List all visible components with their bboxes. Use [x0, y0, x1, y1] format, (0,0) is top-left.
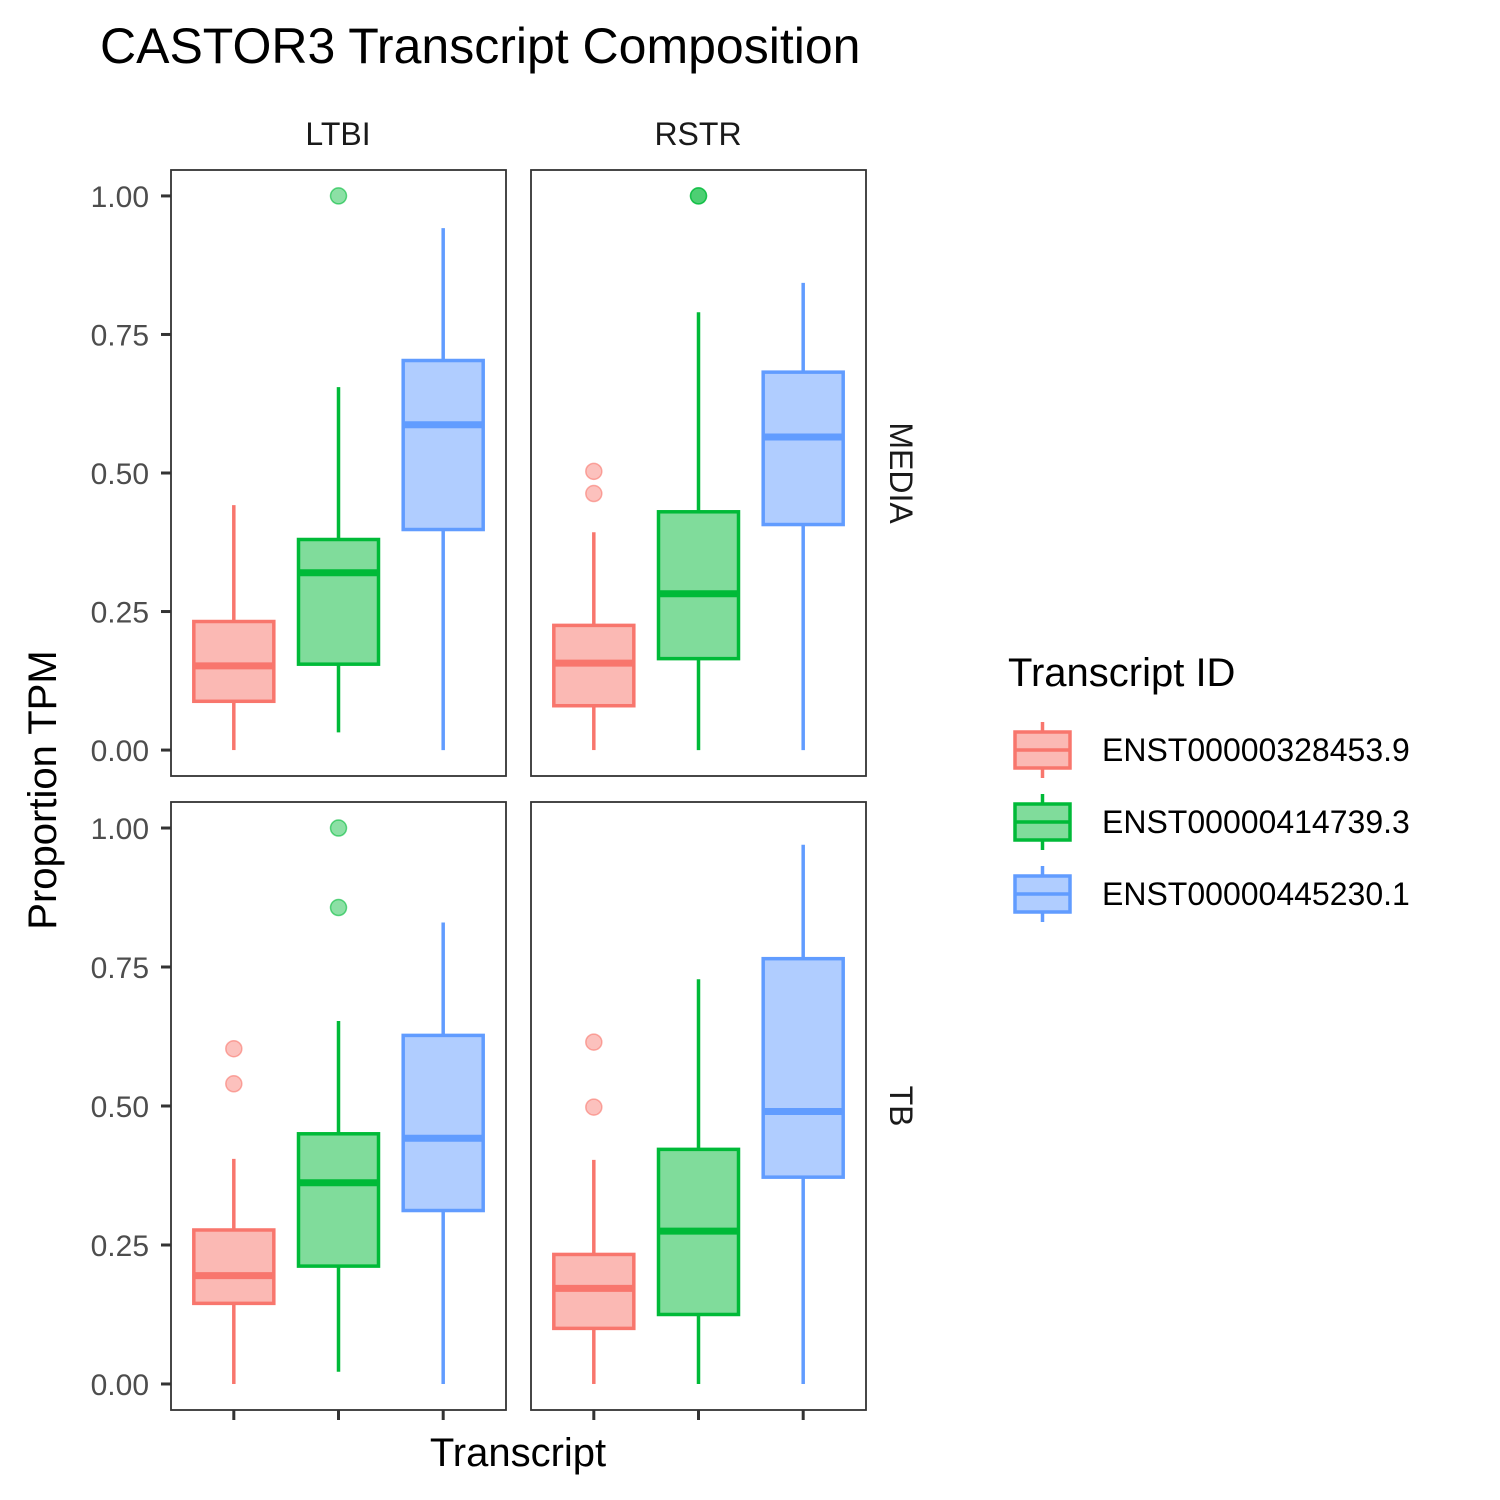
panel-ltbi-media-box-2 — [296, 187, 381, 733]
legend-label-1: ENST00000328453.9 — [1102, 732, 1410, 768]
legend-label-3: ENST00000445230.1 — [1102, 876, 1410, 912]
y-axis-title: Proportion TPM — [21, 650, 65, 929]
panel-ltbi-media-y-tick-label-4: 1.00 — [91, 181, 149, 214]
panel-ltbi-tb-y-tick-label-3: 0.75 — [91, 952, 149, 985]
panel-ltbi-tb: 0.00 0.25 0.50 0.75 1.00 — [91, 801, 507, 1420]
panel-ltbi-media-box-2-outlier-1 — [329, 187, 348, 205]
panel-ltbi-tb-box-3-iqr — [401, 1033, 485, 1213]
legend-key-1 — [1013, 722, 1072, 778]
panel-rstr-media-box-2-iqr — [656, 510, 741, 661]
panel-ltbi-media-box-2-iqr — [296, 537, 381, 666]
panel-ltbi-media-box-3 — [401, 228, 485, 751]
legend-key-2 — [1013, 794, 1072, 850]
panel-ltbi-tb-box-1-outlier-2 — [225, 1075, 243, 1093]
panel-ltbi-tb-box-2-outlier-2 — [329, 898, 348, 917]
panel-rstr-media-box-1 — [552, 462, 636, 751]
panel-rstr-tb-box-1 — [552, 1033, 636, 1384]
legend: ENST00000328453.9 ENST00000414739.3 ENST00… — [1013, 722, 1410, 922]
chart-title: CASTOR3 Transcript Composition — [100, 18, 860, 74]
panel-ltbi-tb-y-tick-label-2: 0.50 — [91, 1091, 149, 1124]
panel-rstr-tb — [530, 801, 867, 1420]
panel-ltbi-tb-box-2-outlier-1 — [329, 819, 348, 837]
panel-ltbi-media-y-tick-label-0: 0.00 — [91, 735, 149, 768]
panel-ltbi-media-box-1-iqr — [192, 619, 276, 704]
panels: 0.00 0.25 0.50 0.75 1.00 0.00 0.25 0.50 0.75 1.00 — [91, 169, 867, 1420]
panel-ltbi-media-y-tick-label-2: 0.50 — [91, 458, 149, 491]
strip-label-row-tb: TB — [883, 1086, 919, 1127]
panel-ltbi-tb-y-tick-label-1: 0.25 — [91, 1230, 149, 1263]
legend-title: Transcript ID — [1008, 651, 1235, 695]
panel-rstr-media-box-3-iqr — [761, 370, 845, 527]
panel-rstr-tb-box-3 — [761, 844, 845, 1384]
panel-ltbi-tb-box-2 — [296, 819, 381, 1372]
panel-ltbi-tb-y-tick-label-4: 1.00 — [91, 813, 149, 846]
panel-rstr-media-box-2 — [656, 187, 741, 751]
x-axis-title: Transcript — [430, 1431, 606, 1475]
panel-ltbi-tb-y-tick-label-0: 0.00 — [91, 1369, 149, 1402]
panel-rstr-media-box-1-outlier-1 — [585, 462, 603, 481]
panel-rstr-tb-box-3-iqr — [761, 956, 845, 1179]
panel-ltbi-tb-box-3 — [401, 922, 485, 1384]
legend-key-3 — [1013, 866, 1072, 922]
panel-rstr-media-box-2-outlier-2 — [689, 187, 708, 205]
panel-ltbi-media-y-tick-label-1: 0.25 — [91, 597, 149, 630]
legend-label-2: ENST00000414739.3 — [1102, 804, 1410, 840]
panel-rstr-tb-box-1-outlier-2 — [585, 1098, 603, 1116]
panel-ltbi-media-box-1 — [192, 505, 276, 751]
panel-ltbi-tb-box-1-iqr — [192, 1228, 276, 1306]
panel-rstr-media — [530, 169, 867, 777]
panel-ltbi-media: 0.00 0.25 0.50 0.75 1.00 — [91, 169, 507, 777]
panel-rstr-tb-box-2 — [656, 979, 741, 1384]
panel-ltbi-tb-box-1-outlier-1 — [225, 1039, 243, 1058]
panel-rstr-media-box-3 — [761, 282, 845, 751]
panel-ltbi-tb-box-1 — [192, 1039, 276, 1384]
panel-rstr-media-box-1-outlier-2 — [585, 484, 603, 503]
panel-ltbi-tb-box-2-iqr — [296, 1132, 381, 1268]
panel-ltbi-media-y-tick-label-3: 0.75 — [91, 319, 149, 352]
strip-label-row-media: MEDIA — [883, 422, 919, 524]
panel-ltbi-media-box-3-iqr — [401, 358, 485, 532]
panel-rstr-media-border — [530, 169, 867, 777]
strip-label-col-rstr: RSTR — [654, 116, 741, 152]
panel-rstr-tb-box-1-outlier-1 — [585, 1033, 603, 1051]
strip-label-col-ltbi: LTBI — [305, 116, 370, 152]
